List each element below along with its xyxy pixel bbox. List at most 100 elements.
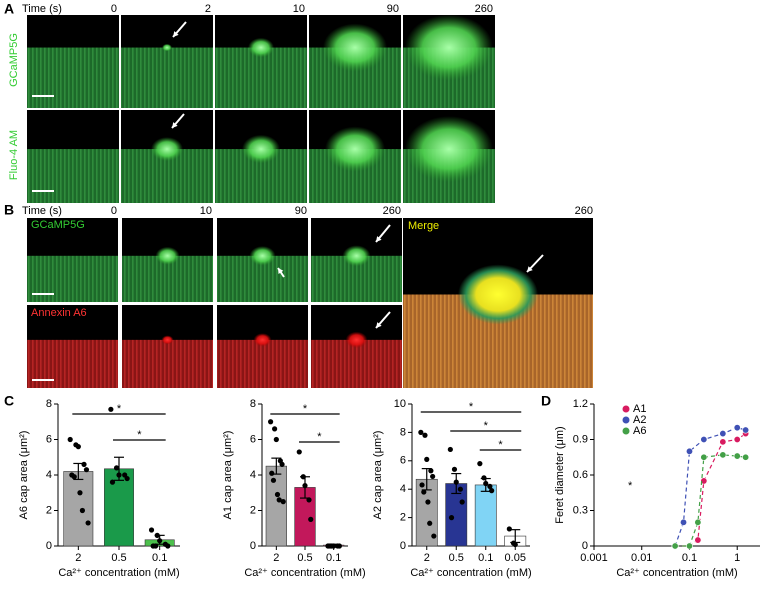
x-tick-label: 2 [75, 552, 81, 564]
data-point [685, 447, 693, 455]
y-axis-label: Feret diameter (μm) [554, 426, 566, 523]
data-point [431, 533, 437, 539]
row-label: Annexin A6 [31, 307, 87, 319]
data-point [428, 468, 434, 474]
x-axis-label: Ca²⁺ concentration (mM) [410, 567, 531, 579]
data-point [700, 453, 708, 461]
data-point [116, 472, 122, 478]
significance-star: * [117, 403, 122, 415]
y-tick-label: 2 [400, 512, 406, 524]
data-point [81, 461, 87, 467]
y-tick-label: 8 [46, 398, 52, 410]
micrograph-tissue [27, 149, 119, 203]
time-point: 260 [575, 205, 593, 217]
micrograph-tissue [217, 339, 308, 388]
arrow-head [376, 236, 382, 242]
data-point [280, 499, 286, 505]
arrow-head [376, 322, 382, 328]
y-tick-label: 2 [250, 504, 256, 516]
data-point [742, 426, 750, 434]
time-label: Time (s) [22, 205, 62, 217]
y-tick-label: 4 [400, 483, 406, 495]
y-tick-label: 2 [46, 504, 52, 516]
time-point: 0 [111, 205, 117, 217]
data-point [694, 518, 702, 526]
micrograph-tissue [121, 47, 213, 108]
x-axis-label: Ca²⁺ concentration (mM) [58, 567, 179, 579]
legend-label: A2 [633, 414, 646, 426]
y-axis-label: A6 cap area (μm²) [18, 431, 30, 520]
y-tick-label: 6 [46, 433, 52, 445]
x-axis-label: Ca²⁺ concentration (mM) [616, 567, 737, 579]
data-point [328, 543, 334, 549]
data-point [719, 451, 727, 459]
significance-star: * [317, 431, 322, 443]
y-tick-label: 6 [400, 455, 406, 467]
panel-label: D [541, 393, 551, 409]
x-tick-label: 0.5 [449, 552, 464, 564]
data-point [272, 426, 278, 432]
data-point [447, 446, 453, 453]
data-point [733, 424, 741, 432]
signal [248, 37, 274, 58]
bar [474, 484, 497, 547]
y-tick-label: 8 [400, 426, 406, 438]
signal [458, 264, 538, 325]
data-point [308, 516, 314, 522]
x-tick-label: 0.001 [580, 552, 608, 564]
data-point [719, 430, 727, 438]
data-point [67, 436, 73, 443]
data-point [421, 489, 427, 495]
time-point: 90 [387, 3, 399, 15]
data-point [109, 479, 116, 485]
signal [242, 134, 280, 164]
data-point [71, 474, 77, 480]
x-tick-label: 0.01 [631, 552, 652, 564]
arrow-head [173, 31, 179, 37]
signal [249, 246, 276, 266]
legend-marker [622, 416, 630, 424]
fit-line [674, 427, 746, 547]
data-point [418, 429, 424, 435]
signal [323, 23, 387, 72]
signal [253, 333, 272, 347]
data-point [270, 477, 277, 483]
time-point: 90 [295, 205, 307, 217]
arrow-head [278, 268, 284, 274]
signal [405, 116, 493, 183]
signal [155, 246, 180, 265]
data-point [425, 499, 431, 505]
merge-label: Merge [408, 220, 439, 232]
data-point [419, 482, 425, 488]
data-point [300, 474, 306, 480]
x-tick-label: 0.5 [297, 552, 312, 564]
data-point [336, 543, 342, 549]
legend-label: A1 [633, 403, 646, 415]
data-point [700, 477, 708, 485]
data-point [274, 491, 281, 498]
data-point [79, 507, 85, 514]
data-point [427, 520, 433, 526]
data-point [680, 518, 688, 526]
data-point [453, 479, 459, 485]
arrow-head [527, 266, 533, 272]
significance-star: * [303, 403, 308, 415]
micrograph-tissue [27, 47, 119, 108]
micrograph-tissue [27, 255, 118, 302]
x-tick-label: 1 [734, 552, 740, 564]
y-axis-label: A1 cap area (μm²) [222, 431, 234, 520]
x-tick-label: 0.05 [505, 552, 526, 564]
time-label: Time (s) [22, 3, 62, 15]
data-point [448, 515, 455, 521]
x-tick-label: 2 [273, 552, 279, 564]
data-point [276, 497, 282, 503]
data-point [742, 453, 750, 461]
data-point [487, 483, 493, 489]
signal [162, 43, 172, 52]
data-point [477, 461, 483, 467]
data-point [165, 543, 171, 549]
data-point [422, 432, 428, 438]
data-point [296, 449, 302, 455]
panel-label: C [4, 393, 14, 409]
